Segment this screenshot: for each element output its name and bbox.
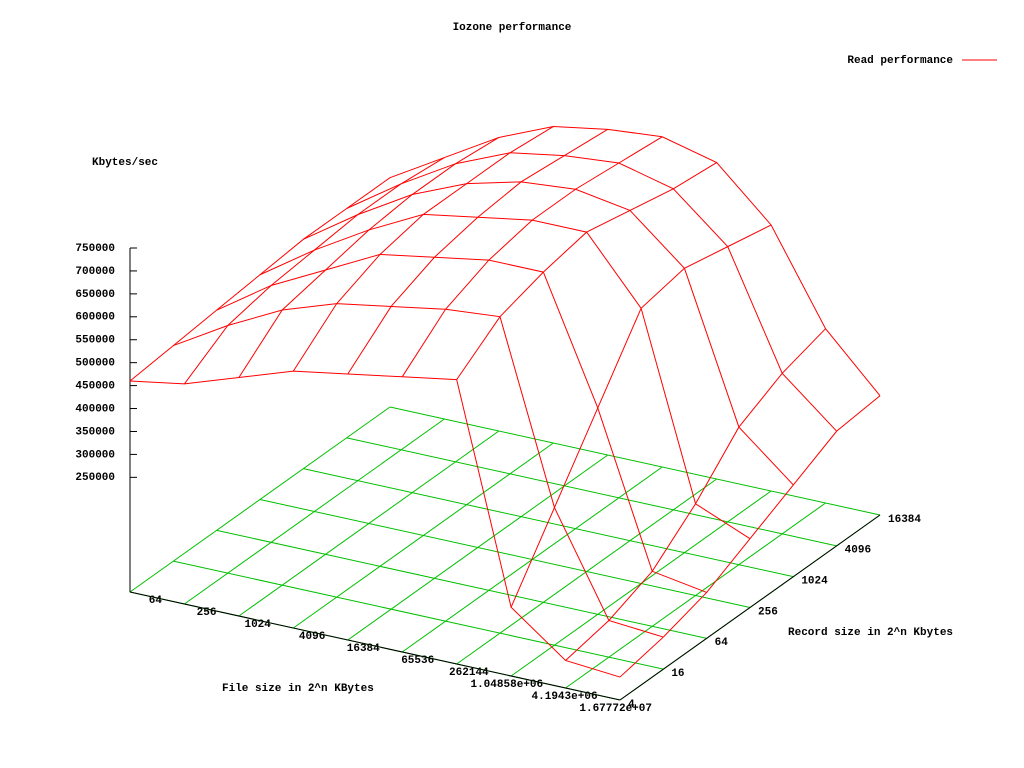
surface-row [389,126,881,397]
surface-column [510,224,772,608]
z-axis-label: Kbytes/sec [92,157,158,169]
legend-label: Read performance [847,55,953,67]
surface-column [401,136,663,378]
z-tick-label: 550000 [75,335,115,347]
surface-column [347,128,609,375]
surface-column [565,328,826,661]
x-tick-label: 4.1943e+06 [532,691,598,703]
y-tick-label: 4096 [845,545,871,557]
z-tick-label: 300000 [75,449,115,461]
z-tick-label: 250000 [75,472,115,484]
axis-line [129,591,621,701]
y-tick-label: 4 [628,699,635,711]
y-tick-label: 16 [671,668,684,680]
surface-row [259,213,751,540]
surface-column [238,137,500,378]
surface-column [184,157,445,385]
grid-line [216,529,707,639]
surface-column [129,177,391,382]
chart-title: Iozone performance [453,22,572,34]
grid-line [259,499,751,608]
surface-column [292,126,554,372]
surface-column [619,395,881,678]
y-tick-label: 1024 [801,576,828,588]
x-tick-label: 1.04858e+06 [470,679,543,691]
x-tick-label: 4096 [299,631,325,643]
surface-row [216,253,707,593]
z-tick-label: 750000 [75,243,115,255]
surface-row [173,303,664,638]
x-axis-label: File size in 2^n KBytes [222,683,374,695]
z-tick-label: 600000 [75,312,115,324]
z-tick-label: 450000 [75,381,115,393]
grid-line [346,437,837,547]
x-tick-label: 65536 [401,655,434,667]
surface-row [346,152,838,432]
x-tick-label: 1.67772e+07 [579,703,652,715]
z-tick-label: 700000 [75,266,115,278]
y-tick-label: 64 [715,637,729,649]
grid-line [173,560,664,670]
x-tick-label: 16384 [347,643,380,655]
y-axis-label: Record size in 2^n Kbytes [788,627,953,639]
surface-row [303,181,794,486]
grid-line [389,406,881,516]
z-tick-label: 400000 [75,403,115,415]
axis-line [619,514,881,701]
z-tick-label: 650000 [75,289,115,301]
surface-column [456,162,717,380]
y-tick-label: 256 [758,606,778,618]
y-tick-label: 16384 [888,514,921,526]
z-tick-label: 500000 [75,358,115,370]
surface-row [129,370,621,678]
x-tick-label: 1024 [244,619,271,631]
x-tick-label: 262144 [449,667,489,679]
z-tick-label: 350000 [75,426,115,438]
